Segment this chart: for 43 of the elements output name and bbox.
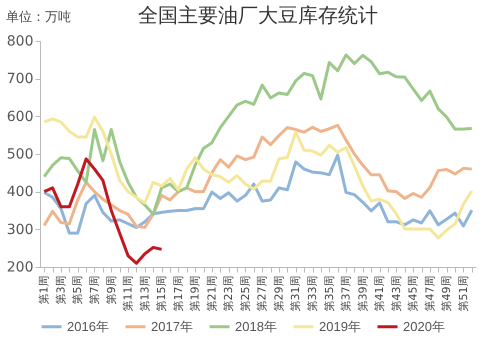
- y-tick-label: 500: [6, 146, 34, 162]
- text: 单位：万吨: [6, 8, 71, 26]
- legend-label: 2018年: [235, 318, 277, 334]
- legend-label: 2020年: [403, 318, 445, 334]
- x-tick-label: 第33周: [306, 276, 319, 312]
- x-tick-label: 第39周: [356, 276, 370, 312]
- x-tick-label: 第23周: [222, 276, 236, 312]
- x-tick-label: 第3周: [54, 276, 68, 304]
- line-series: [42, 154, 474, 235]
- x-tick-label: 第43周: [390, 276, 403, 312]
- x-tick-label: 第21周: [205, 276, 218, 312]
- x-tick-label: 第47周: [423, 276, 436, 312]
- x-tick-label: 第41周: [373, 276, 386, 312]
- x-tick-label: 第27周: [256, 276, 269, 312]
- y-tick-label: 200: [6, 260, 34, 276]
- x-tick-label: 第37周: [340, 276, 353, 312]
- x-tick-label: 第17周: [172, 276, 185, 312]
- x-tick-label: 第31周: [289, 276, 302, 312]
- y-tick-label: 600: [6, 108, 34, 125]
- y-tick-label: 700: [6, 71, 34, 88]
- x-tick-label: 第5周: [71, 276, 84, 304]
- x-tick-label: 第45周: [406, 276, 420, 312]
- line-series: [42, 157, 164, 265]
- y-tick-label: 400: [6, 184, 34, 200]
- x-tick-label: 第1周: [38, 276, 51, 304]
- x-tick-label: 第49周: [440, 276, 454, 312]
- y-tick-label: 300: [6, 222, 34, 238]
- x-tick-label: 第9周: [104, 276, 118, 304]
- x-tick-label: 第13周: [138, 276, 152, 312]
- legend-label: 2016年: [67, 318, 109, 334]
- x-tick-label: 第51周: [456, 276, 470, 312]
- x-tick-label: 第15周: [155, 276, 168, 312]
- x-tick-label: 第19周: [188, 276, 202, 312]
- chart-title: 全国主要油厂大豆库存统计: [138, 3, 378, 27]
- x-tick-label: 第35周: [322, 276, 336, 312]
- x-tick-label: 第7周: [88, 276, 101, 304]
- x-tick-label: 第29周: [272, 276, 286, 312]
- legend-label: 2017年: [151, 318, 193, 334]
- line-series: [42, 53, 474, 216]
- x-tick-label: 第25周: [238, 276, 252, 312]
- y-tick-label: 800: [6, 34, 34, 50]
- x-tick-label: 第11周: [122, 276, 135, 312]
- legend-label: 2019年: [319, 318, 361, 334]
